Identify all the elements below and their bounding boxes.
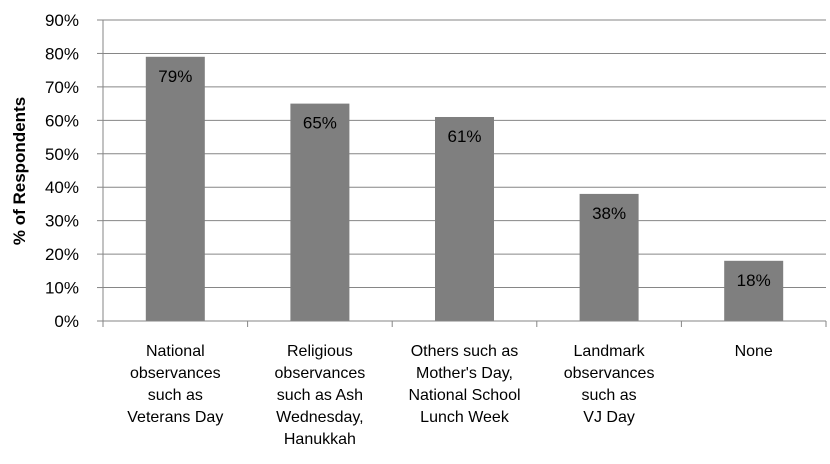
x-tick-label-line: Landmark bbox=[574, 343, 646, 360]
x-tick-label-line: National School bbox=[408, 387, 520, 404]
x-tick-label: Others such as Mother's Day, National Scho… bbox=[408, 343, 520, 426]
x-tick-label-line: observances bbox=[130, 365, 221, 382]
bars bbox=[145, 56, 784, 322]
y-tick-label: 60% bbox=[45, 111, 79, 130]
y-tick-label: 80% bbox=[45, 44, 79, 63]
x-tick-label-line: None bbox=[735, 343, 773, 360]
data-label: 65% bbox=[303, 114, 337, 133]
x-tick-label-line: VJ Day bbox=[583, 409, 635, 426]
x-tick-label-line: Others such as bbox=[411, 343, 519, 360]
y-tick-label: 30% bbox=[45, 212, 79, 231]
bar bbox=[579, 193, 639, 321]
x-tick-label-line: Wednesday, bbox=[276, 409, 363, 426]
bar bbox=[145, 56, 205, 322]
x-tick-label: Landmark observances such as VJ Day bbox=[564, 343, 655, 426]
y-tick-label: 40% bbox=[45, 178, 79, 197]
y-tick-label: 20% bbox=[45, 245, 79, 264]
data-label: 18% bbox=[737, 271, 771, 290]
bar bbox=[435, 116, 494, 321]
x-tick-label-line: Mother's Day, bbox=[416, 365, 513, 382]
data-label: 38% bbox=[592, 204, 626, 223]
y-axis-title: % of Respondents bbox=[10, 97, 29, 245]
x-tick-label: None bbox=[735, 343, 773, 360]
x-tick-label: National observances such as Veterans Day bbox=[127, 343, 223, 426]
y-tick-label: 10% bbox=[45, 279, 79, 298]
axes bbox=[97, 19, 827, 327]
x-tick-label-line: such as bbox=[148, 387, 203, 404]
x-tick-label-line: Religious bbox=[287, 343, 353, 360]
x-tick-label-line: Hanukkah bbox=[284, 431, 356, 448]
y-tick-label: 50% bbox=[45, 145, 79, 164]
x-tick-label-line: National bbox=[146, 343, 205, 360]
x-tick-label-line: Lunch Week bbox=[420, 409, 510, 426]
x-tick-label-line: such as Ash bbox=[277, 387, 363, 404]
y-tick-label: 90% bbox=[45, 11, 79, 30]
data-label: 61% bbox=[447, 127, 481, 146]
x-tick-label-line: observances bbox=[275, 365, 366, 382]
labels: 0% 10% 20% 30% 40% 50% 60% 70% 80% 90% 79% National… bbox=[45, 11, 773, 448]
x-tick-label-line: observances bbox=[564, 365, 655, 382]
bar bbox=[724, 260, 784, 321]
x-tick-label-line: such as bbox=[582, 387, 637, 404]
y-tick-label: 0% bbox=[54, 312, 79, 331]
bar bbox=[290, 103, 350, 321]
x-tick-label: Religious observances such as Ash Wednesday… bbox=[275, 343, 366, 448]
x-tick-label-line: Veterans Day bbox=[127, 409, 223, 426]
y-tick-label: 70% bbox=[45, 78, 79, 97]
data-label: 79% bbox=[158, 67, 192, 86]
